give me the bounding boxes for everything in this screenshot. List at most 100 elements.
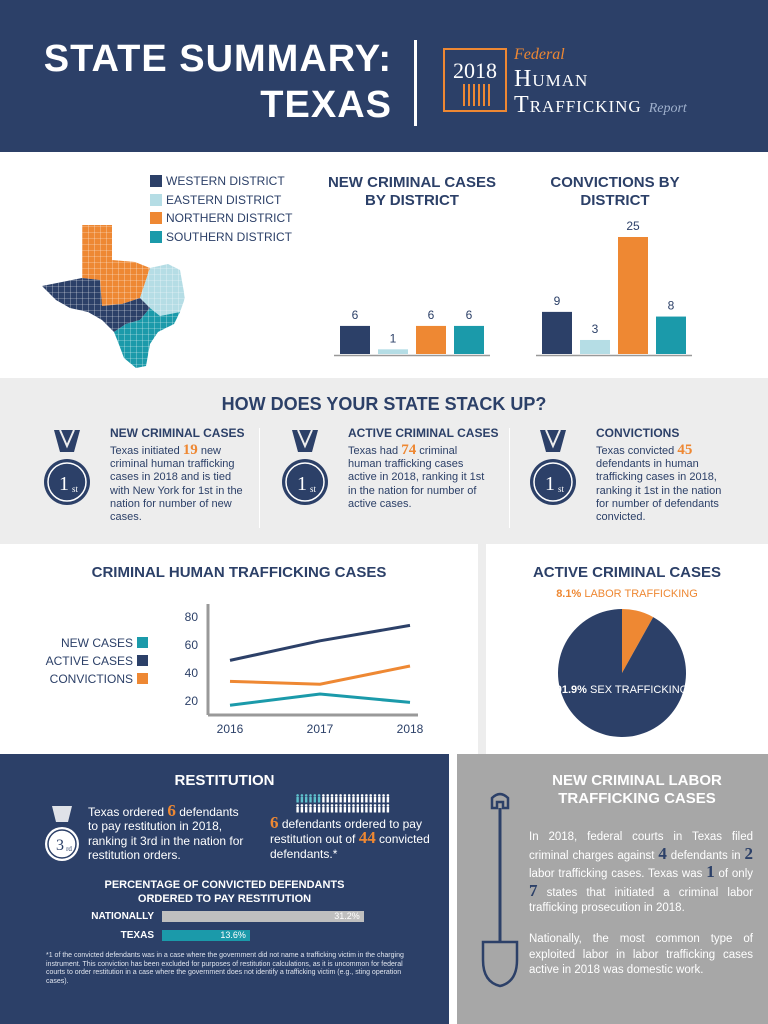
line-legend-swatch: [137, 655, 148, 666]
bar-eastern: [580, 339, 610, 354]
legend-item: SOUTHERN DISTRICT: [150, 228, 292, 247]
person-icon-body: [369, 797, 372, 803]
y-tick-label: 60: [185, 638, 199, 652]
logo-federal: Federal: [514, 46, 565, 63]
person-icon-body: [335, 807, 338, 813]
person-icon-body: [352, 807, 355, 813]
rank-suffix: st: [558, 484, 565, 494]
person-icon-body: [339, 797, 342, 803]
labor-trafficking-panel: NEW CRIMINAL LABOR TRAFFICKING CASES In …: [457, 754, 768, 1024]
bar-southern: [656, 316, 686, 354]
legend-label: NORTHERN DISTRICT: [166, 211, 293, 226]
line-chart-title: CRIMINAL HUMAN TRAFFICKING CASES: [91, 564, 387, 581]
logo-bars-icon: [463, 84, 491, 106]
y-tick-label: 80: [185, 610, 199, 624]
person-icon: [365, 804, 368, 807]
person-icon: [313, 794, 317, 797]
person-icon: [300, 804, 304, 807]
bar-eastern: [378, 349, 408, 354]
convictions-bar-chart: 9 3 25 8: [536, 219, 692, 357]
person-icon: [304, 794, 308, 797]
bar-value-label: 9: [554, 294, 561, 308]
x-tick-label: 2017: [307, 722, 334, 736]
person-icon: [330, 804, 334, 807]
person-icon-body: [309, 797, 312, 803]
bar-value-label: 25: [626, 219, 640, 233]
sex-slice-label: 91.9% SEX TRAFFICKING: [557, 684, 687, 696]
person-icon-body: [386, 807, 390, 813]
legend-swatch: [150, 193, 162, 206]
person-icon-body: [365, 797, 368, 803]
person-icon-body: [378, 797, 381, 803]
person-icon-body: [305, 797, 308, 803]
trafficking-cases-line-chart: 20 40 60 80 2016 2017 2018: [185, 604, 424, 736]
y-tick-label: 40: [185, 666, 199, 680]
person-icon: [356, 794, 360, 797]
legend-swatch: [150, 230, 162, 243]
person-icon-body: [373, 797, 377, 803]
person-icon: [309, 794, 312, 797]
person-icon: [360, 804, 364, 807]
y-tick-label: 20: [185, 694, 199, 708]
x-tick-label: 2018: [397, 722, 424, 736]
line-legend-label: ACTIVE CASES: [45, 654, 133, 668]
person-icon: [373, 794, 377, 797]
person-icon-body: [335, 797, 338, 803]
person-icon: [352, 804, 355, 807]
person-icon: [378, 804, 381, 807]
person-icon-body: [373, 807, 377, 813]
stat-text: Texas had 74 criminal human trafficking …: [348, 442, 485, 510]
person-icon: [296, 794, 299, 797]
person-icon: [339, 804, 342, 807]
line-legend-swatch: [137, 637, 148, 648]
person-icon-body: [378, 807, 381, 813]
header: STATE SUMMARY: TEXAS 2018 Federal Human …: [0, 0, 768, 152]
rank-number: 1: [59, 473, 69, 495]
person-icon: [347, 794, 351, 797]
person-icon: [369, 794, 372, 797]
restitution-footnote: *1 of the convicted defendants was in a …: [46, 952, 404, 985]
bar-value-label: 3: [592, 322, 599, 336]
stack-divider-1: [259, 428, 260, 528]
series-line-active-cases: [229, 623, 411, 662]
person-icon-body: [386, 797, 390, 803]
person-icon-body: [309, 807, 312, 813]
series-line-convictions: [229, 664, 411, 686]
person-icon: [326, 804, 329, 807]
person-icon: [317, 804, 321, 807]
convictions-chart-title: CONVICTIONS BY DISTRICT: [550, 174, 680, 209]
person-icon-body: [317, 807, 321, 813]
person-icon-body: [348, 807, 351, 813]
x-tick-label: 2016: [217, 722, 244, 736]
labor-slice-label: 8.1% LABOR TRAFFICKING: [556, 588, 698, 600]
third-place-medal-icon: 3 rd: [45, 806, 79, 861]
page-title-line1: STATE SUMMARY:: [43, 38, 392, 80]
restitution-heading: RESTITUTION: [174, 772, 275, 789]
person-icon: [326, 794, 329, 797]
bar-western: [542, 311, 572, 354]
person-icon-body: [313, 797, 316, 803]
person-icon-body: [339, 807, 342, 813]
person-icon: [322, 794, 325, 797]
person-icon-body: [322, 797, 325, 803]
person-icon-body: [382, 807, 385, 813]
person-icon-body: [330, 797, 334, 803]
bar-northern: [618, 237, 648, 354]
legend-item: NORTHERN DISTRICT: [150, 209, 292, 228]
pie-slice-labor-trafficking: [622, 609, 654, 673]
person-icon-body: [360, 807, 364, 813]
rank-suffix: st: [310, 484, 317, 494]
nationally-label: NATIONALLY: [91, 911, 154, 922]
defendant-icons: [296, 794, 390, 813]
series-line-new-cases: [229, 692, 411, 707]
bar-northern: [416, 325, 446, 354]
line-legend-label: NEW CASES: [60, 636, 133, 650]
person-icon: [360, 794, 364, 797]
person-icon-body: [382, 797, 385, 803]
new-cases-chart-title: NEW CRIMINAL CASES BY DISTRICT: [327, 174, 497, 209]
shovel-icon: [481, 792, 519, 988]
stat-text: Texas convicted 45 defendants in human t…: [596, 442, 722, 524]
person-icon-body: [343, 807, 347, 813]
